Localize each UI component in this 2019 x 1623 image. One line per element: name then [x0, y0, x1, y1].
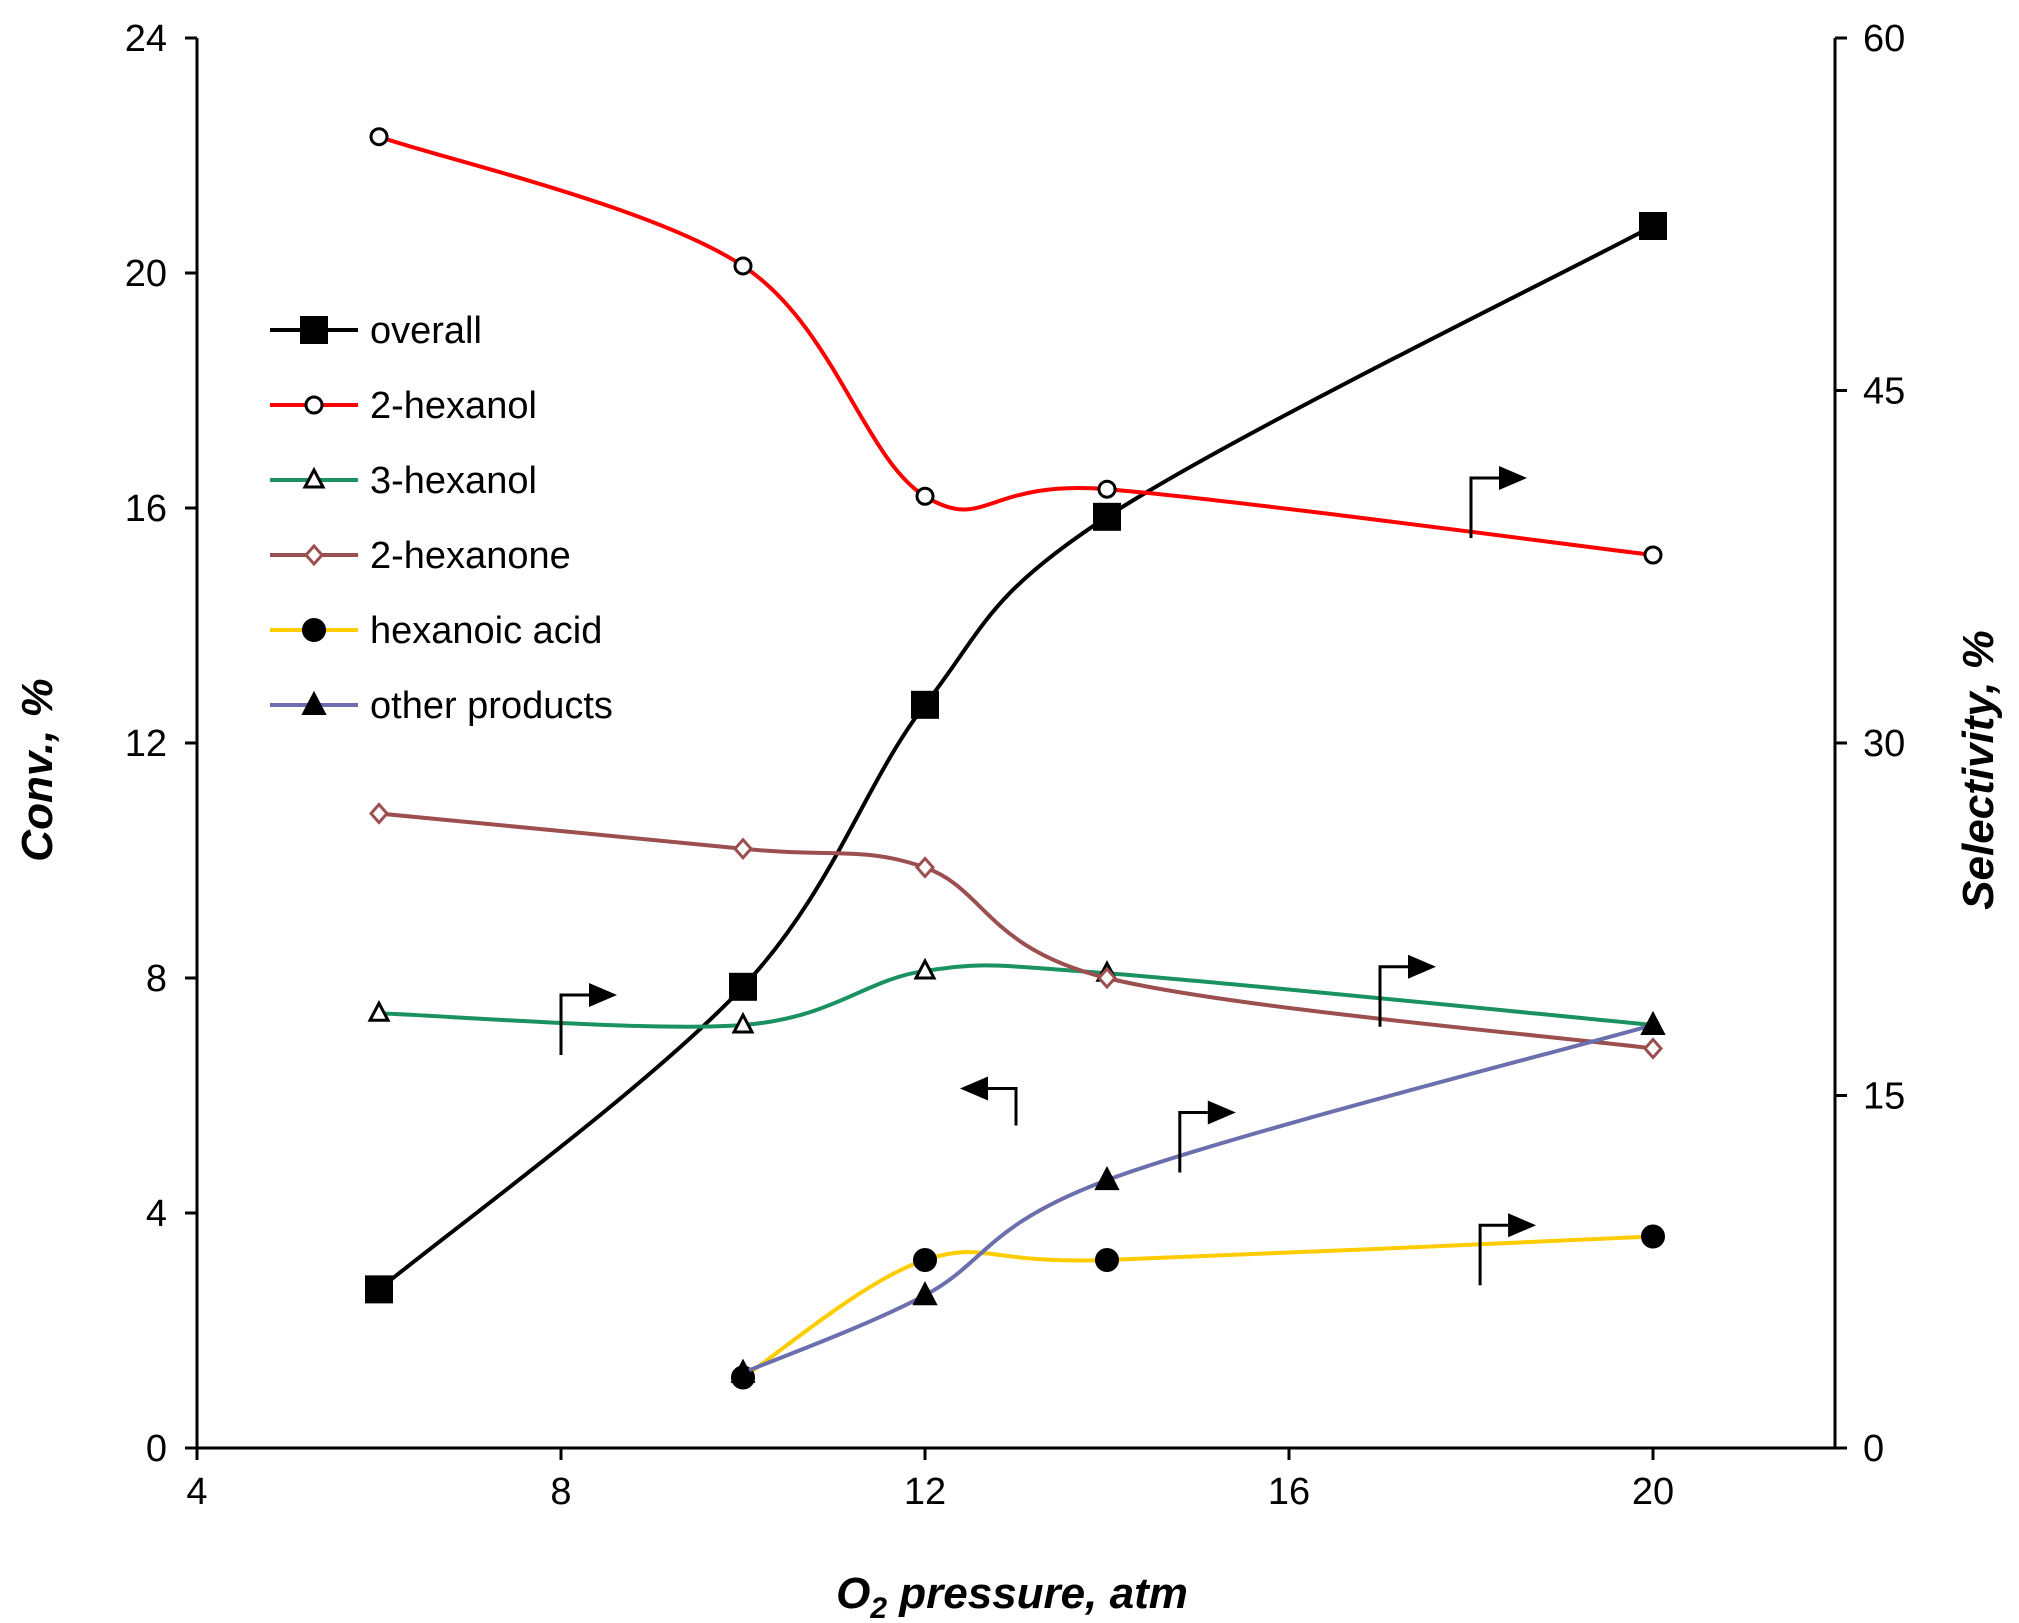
y-left-tick-label: 20 — [125, 253, 167, 295]
arrow-head — [1207, 1100, 1236, 1125]
arrow-stem — [1178, 1111, 1208, 1173]
data-point — [1093, 502, 1121, 531]
arrow-head — [1408, 954, 1436, 979]
series-overall — [365, 212, 1667, 1304]
data-point — [911, 690, 939, 719]
legend-item-other-products: other products — [270, 685, 613, 727]
series-line — [741, 1234, 1654, 1380]
axis-arrow-left — [960, 1076, 1018, 1126]
data-point — [732, 837, 754, 861]
axis-arrow-right — [1469, 466, 1527, 538]
data-point — [730, 1358, 756, 1383]
legend-marker — [303, 543, 325, 567]
series-hexanoic-acid — [731, 1224, 1665, 1390]
legend-item-hexanoic-acid: hexanoic acid — [270, 610, 602, 652]
legend-label: overall — [370, 310, 482, 352]
x-axis-title-rest: pressure, atm — [887, 1569, 1188, 1618]
y-right-tick-label: 0 — [1863, 1428, 1884, 1470]
x-tick-label: 12 — [904, 1471, 946, 1513]
legend-item-3-hexanol: 3-hexanol — [270, 460, 537, 502]
data-point — [913, 957, 937, 980]
data-point — [365, 1275, 393, 1304]
data-point — [369, 127, 389, 147]
y-axis-left-title: Conv., % — [13, 678, 62, 861]
legend-marker — [302, 466, 326, 489]
x-tick-label: 8 — [550, 1471, 571, 1513]
data-point — [1642, 1037, 1664, 1060]
axis-arrow-right — [1178, 1100, 1236, 1173]
arrow-head — [960, 1076, 988, 1101]
series-layer — [365, 127, 1667, 1390]
y-axis-right-title: Selectivity, % — [1954, 630, 2003, 910]
arrow-stem — [559, 993, 589, 1055]
data-point — [1641, 1224, 1665, 1249]
legend-label: other products — [370, 685, 613, 727]
series-line — [378, 811, 1654, 1051]
legend: overall 2-hexanol 3-hexanol 2-hexanone hexan… — [270, 310, 613, 727]
arrow-stem — [1478, 1223, 1509, 1286]
y-left-tick-label: 16 — [125, 488, 167, 530]
axis-arrow-right — [1378, 954, 1436, 1027]
data-point — [1097, 479, 1117, 499]
legend-label: 3-hexanol — [370, 460, 537, 502]
data-point — [1643, 545, 1663, 565]
series-2-hexanone — [368, 802, 1664, 1060]
arrow-head — [1508, 1213, 1537, 1238]
legend-marker — [302, 618, 326, 642]
y-left-tick-label: 8 — [146, 958, 167, 1000]
x-axis-title-main: O — [836, 1569, 870, 1618]
data-point — [1095, 1248, 1119, 1272]
arrow-stem — [1469, 476, 1499, 538]
annotation-layer — [559, 466, 1537, 1286]
y-right-tick-label: 45 — [1863, 371, 1905, 413]
legend-label: 2-hexanone — [370, 535, 571, 577]
legend-marker — [300, 316, 328, 344]
series-2-hexanol — [369, 127, 1663, 565]
axis-arrow-right — [559, 983, 617, 1055]
y-left-tick-label: 24 — [125, 18, 167, 60]
data-point — [1640, 1010, 1666, 1035]
data-point — [368, 802, 390, 825]
data-point — [1639, 212, 1667, 240]
data-point — [731, 1011, 755, 1034]
x-tick-label: 20 — [1632, 1471, 1674, 1513]
arrow-stem — [988, 1087, 1018, 1126]
series-other-products — [730, 1010, 1666, 1383]
series-line — [742, 1023, 1654, 1375]
data-point — [914, 856, 936, 879]
legend-marker — [304, 395, 324, 415]
arrow-stem — [1378, 965, 1408, 1027]
x-tick-label: 4 — [186, 1471, 207, 1513]
data-point — [733, 256, 753, 276]
axis-arrow-right — [1478, 1213, 1537, 1286]
x-axis-title-subscript: 2 — [869, 1592, 887, 1623]
arrow-head — [589, 983, 617, 1007]
legend-marker — [301, 690, 327, 715]
legend-label: 2-hexanol — [370, 385, 537, 427]
data-point — [1096, 966, 1118, 990]
y-left-tick-label: 4 — [146, 1193, 167, 1235]
legend-label: hexanoic acid — [370, 610, 602, 652]
legend-item-overall: overall — [270, 310, 482, 352]
arrow-head — [1499, 466, 1527, 490]
y-right-tick-label: 15 — [1863, 1076, 1905, 1118]
data-point — [1094, 1165, 1120, 1191]
data-point — [912, 1281, 938, 1306]
y-left-tick-label: 0 — [146, 1428, 167, 1470]
data-point — [367, 1000, 391, 1022]
y-right-tick-label: 30 — [1863, 723, 1905, 765]
y-left-tick-label: 12 — [125, 723, 167, 765]
data-point — [913, 1248, 937, 1272]
x-axis-title: O2 pressure, atm — [836, 1569, 1188, 1623]
y-right-tick-label: 60 — [1863, 18, 1905, 60]
x-tick-label: 16 — [1268, 1471, 1310, 1513]
legend-item-2-hexanol: 2-hexanol — [270, 385, 537, 427]
legend-item-2-hexanone: 2-hexanone — [270, 535, 571, 577]
data-point — [915, 486, 935, 506]
data-point — [729, 972, 757, 1001]
